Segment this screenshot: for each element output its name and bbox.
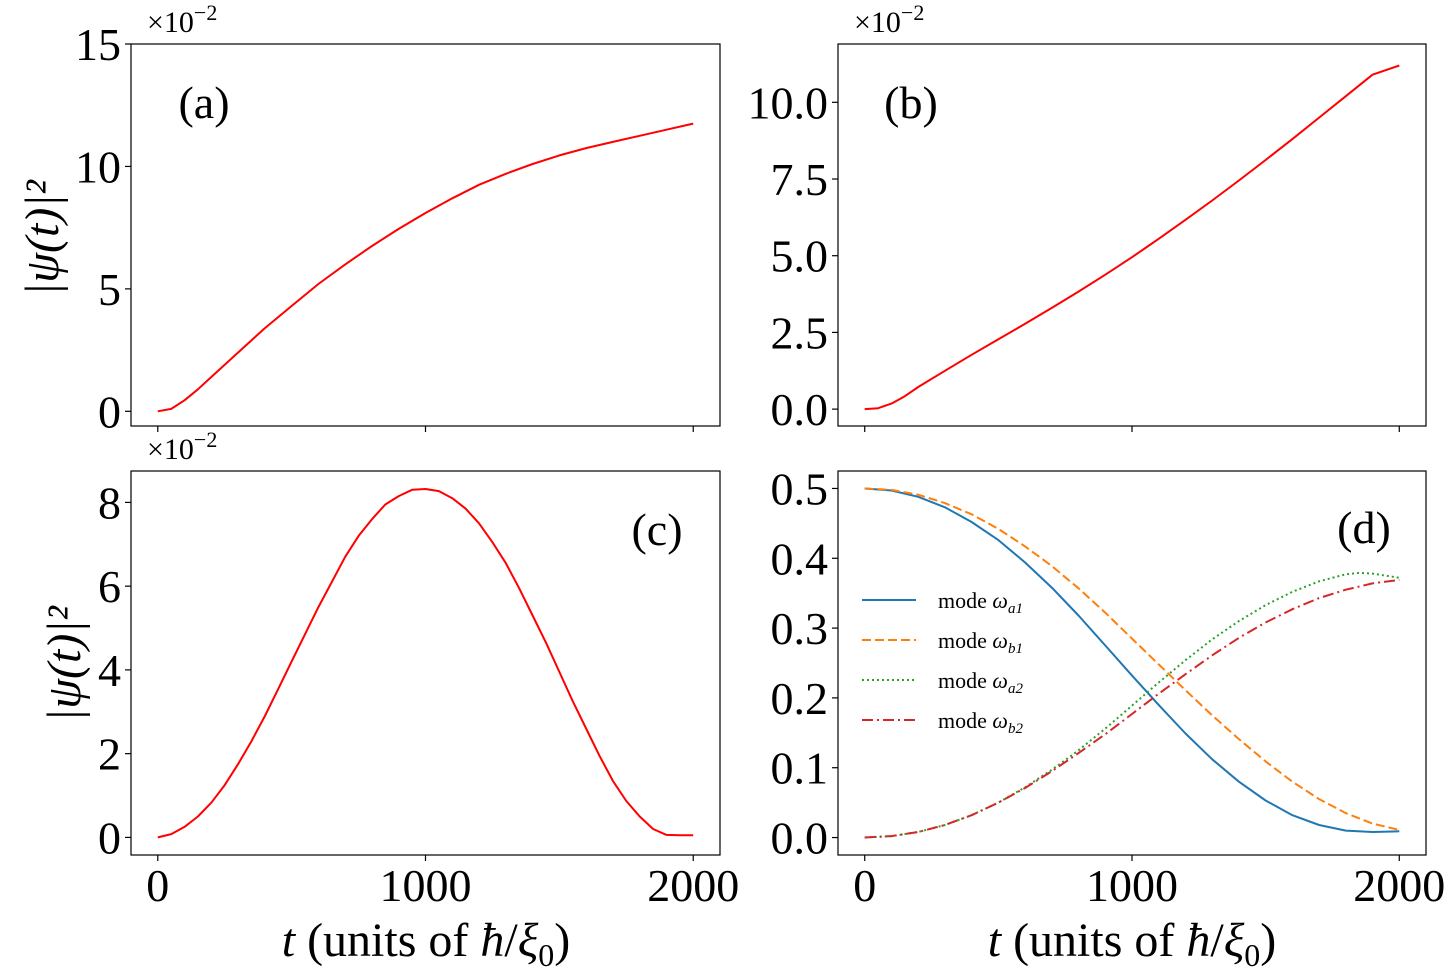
panel-label-a: (a) [178,77,229,128]
ytick-label-b-0: 0.0 [771,384,829,435]
ytick-label-a-0: 0 [98,386,121,437]
ytick-label-d-5: 0.5 [771,463,829,514]
ytick-label-c-1: 2 [98,729,121,780]
xlabel-left-t: t [282,914,297,967]
xlabel-left: t (units of ħ/ξ0) [282,914,571,973]
ytick-label-d-2: 0.2 [771,673,829,724]
ytick-label-c-4: 8 [98,477,121,528]
series-line-d-0 [864,487,1400,833]
series-line-a-0 [157,122,694,413]
legend-sub-3: b2 [1008,721,1024,737]
ytick-label-d-3: 0.3 [771,603,829,654]
ytick-label-b-1: 2.5 [771,307,829,358]
ytick-label-c-2: 4 [98,645,121,696]
xlabel-left-hbar: ħ [480,914,504,967]
xlabel-right-hbar: ħ [1186,914,1210,967]
panel-label-c: (c) [631,504,682,555]
multiplier-c: ×10−2 [147,427,217,466]
ytick-label-a-3: 15 [75,19,121,70]
xtick-label-c-0: 0 [146,860,169,911]
legend-entry-3: mode ωb2 [938,708,1023,737]
multiplier-base-b: ×10 [854,6,901,39]
series-line-d-1 [864,487,1400,831]
multiplier-exp-b: −2 [901,0,924,25]
multiplier-b: ×10−2 [854,0,924,39]
xlabel-right-t: t [988,914,1003,967]
xlabel-right-slash: / [1210,914,1224,967]
legend-prefix-0: mode [938,588,992,613]
legend-symbol-0: ω [992,588,1008,613]
ytick-label-a-1: 5 [98,264,121,315]
legend-entry-2: mode ωa2 [938,668,1023,697]
panel-label-b: (b) [884,77,938,128]
xlabel-right-xi: ξ [1224,914,1245,967]
legend-prefix-2: mode [938,668,992,693]
ytick-label-d-4: 0.4 [771,533,829,584]
legend-sub-2: a2 [1008,681,1024,697]
xlabel-left-slash: / [504,914,518,967]
panel-c: 0 1000 2000 0 2 4 6 8 ×10−2 (c) [98,427,739,911]
legend-entry-0: mode ωa1 [938,588,1023,617]
panel-b: 0.0 2.5 5.0 7.5 10.0 ×10−2 (b) [748,0,1427,435]
xtick-label-c-2: 2000 [647,860,739,911]
ytick-label-a-2: 10 [75,141,121,192]
multiplier-a: ×10−2 [147,0,217,39]
legend-symbol-3: ω [992,708,1008,733]
xlabel-left-xi: ξ [518,914,539,967]
multiplier-exp-c: −2 [194,427,217,452]
ytick-label-d-1: 0.1 [771,743,829,794]
xtick-label-d-1: 1000 [1086,860,1178,911]
xlabel-right: t (units of ħ/ξ0) [988,914,1277,973]
ytick-label-c-0: 0 [98,812,121,863]
legend-sub-0: a1 [1008,601,1023,617]
ylabel-top: |ψ(t)|² [16,178,69,296]
series-line-d-3 [864,578,1400,839]
series-line-c-0 [157,488,694,839]
ylabel-bottom-text: |ψ(t)|² [38,604,91,722]
series-line-d-2 [864,571,1400,839]
xlabel-left-close: ) [554,914,570,967]
legend-sub-1: b1 [1008,641,1023,657]
multiplier-base-a: ×10 [147,6,194,39]
multiplier-exp-a: −2 [194,0,217,25]
ytick-label-b-2: 5.0 [771,231,829,282]
panel-a: 0 5 10 15 ×10−2 (a) [75,0,721,437]
ylabel-top-text: |ψ(t)|² [16,178,69,296]
legend-symbol-1: ω [992,628,1008,653]
ytick-label-d-0: 0.0 [771,813,829,864]
ytick-label-b-3: 7.5 [771,154,829,205]
legend-prefix-1: mode [938,628,992,653]
legend-symbol-2: ω [992,668,1008,693]
xlabel-left-sub: 0 [538,937,554,973]
ytick-label-c-3: 6 [98,561,121,612]
xlabel-left-text: (units of [295,914,480,967]
panel-label-d: (d) [1337,502,1391,553]
xlabel-right-sub: 0 [1244,937,1260,973]
ytick-label-b-4: 10.0 [748,77,829,128]
xtick-label-d-0: 0 [853,860,876,911]
legend-entry-1: mode ωb1 [938,628,1023,657]
xtick-label-d-2: 2000 [1353,860,1445,911]
multiplier-base-c: ×10 [147,433,194,466]
xtick-label-c-1: 1000 [380,860,472,911]
xlabel-right-close: ) [1260,914,1276,967]
ylabel-bottom: |ψ(t)|² [38,604,91,722]
series-line-b-0 [864,64,1400,411]
legend-prefix-3: mode [938,708,992,733]
xlabel-right-text: (units of [1001,914,1186,967]
